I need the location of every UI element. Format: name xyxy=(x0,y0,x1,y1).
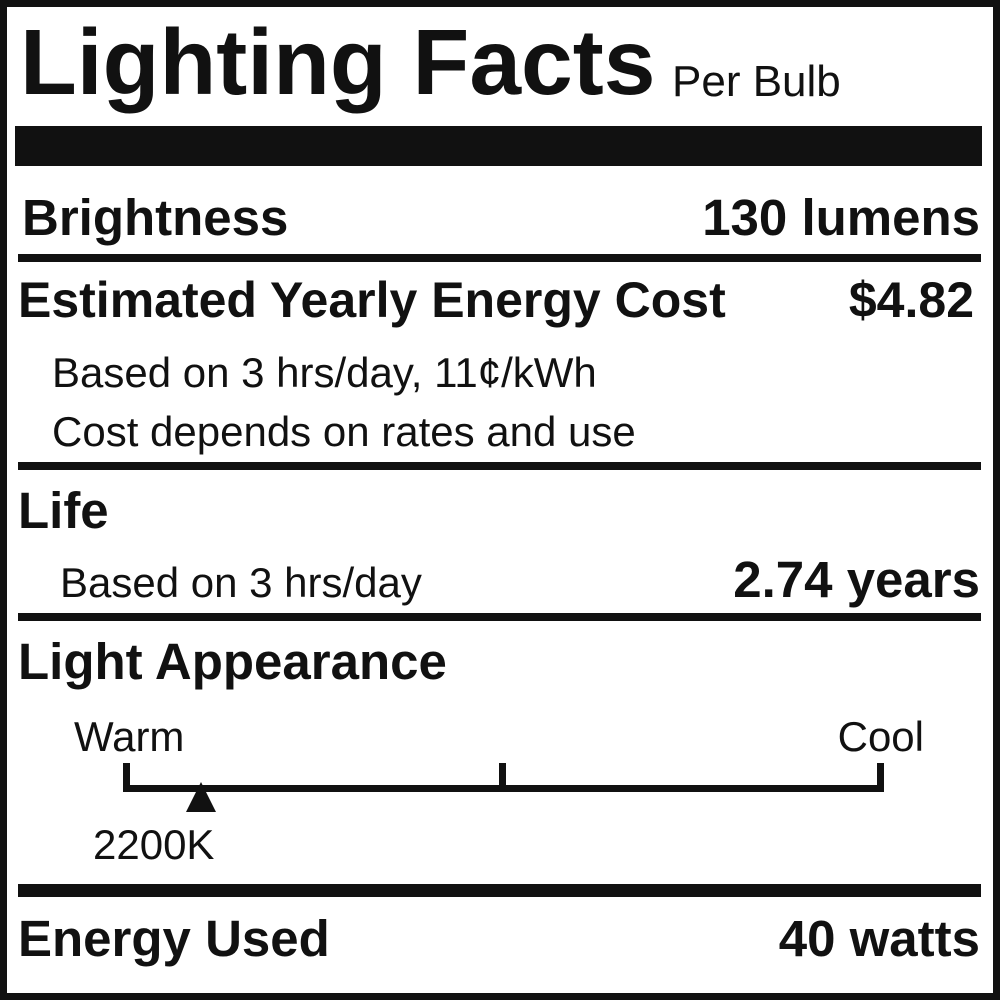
energy-label: Energy Used xyxy=(18,910,330,967)
scale-tick-warm xyxy=(123,763,130,792)
brightness-label: Brightness xyxy=(22,189,289,246)
cost-value: $4.82 xyxy=(848,272,974,328)
color-temperature-value: 2200K xyxy=(93,821,215,868)
divider xyxy=(18,613,981,621)
life-value: 2.74 years xyxy=(733,551,980,608)
appearance-label: Light Appearance xyxy=(18,633,447,690)
scale-marker-triangle-icon xyxy=(186,782,217,812)
scale-tick-middle xyxy=(499,763,506,792)
label-subtitle: Per Bulb xyxy=(672,57,841,106)
warm-label: Warm xyxy=(74,713,185,760)
cool-label: Cool xyxy=(837,713,924,760)
life-basis: Based on 3 hrs/day xyxy=(60,559,422,606)
cost-basis: Based on 3 hrs/day, 11¢/kWh xyxy=(52,349,597,396)
divider xyxy=(18,462,981,470)
scale-tick-cool xyxy=(877,763,884,792)
life-label: Life xyxy=(18,482,109,539)
cost-note: Cost depends on rates and use xyxy=(52,408,636,455)
brightness-value: 130 lumens xyxy=(702,189,980,246)
label-title: Lighting Facts xyxy=(20,10,656,114)
divider xyxy=(18,254,981,262)
divider-thick xyxy=(18,884,981,897)
cost-label: Estimated Yearly Energy Cost xyxy=(18,272,726,328)
header-bar xyxy=(15,126,982,166)
energy-value: 40 watts xyxy=(778,910,980,967)
